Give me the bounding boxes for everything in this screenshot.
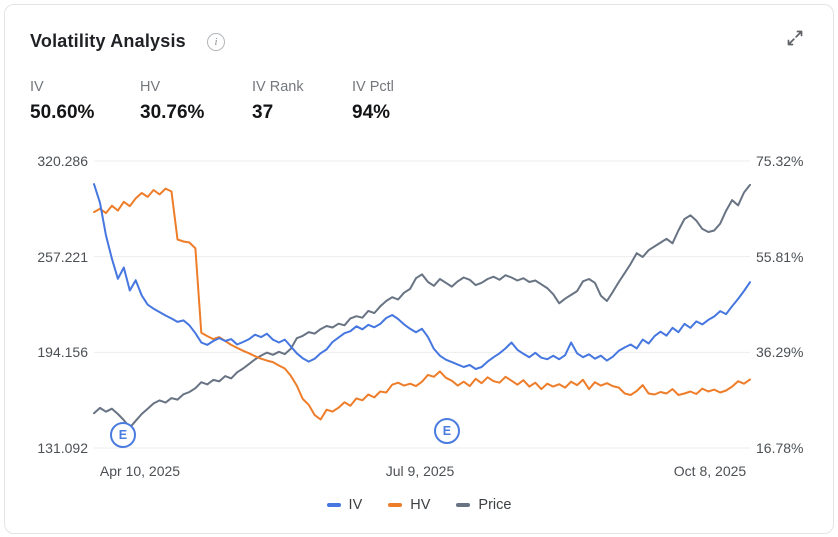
stat-value: 94% xyxy=(352,102,391,123)
left-axis-tick: 320.286 xyxy=(37,153,88,169)
legend-item-hv[interactable]: HV xyxy=(388,497,430,513)
stat-value: 30.76% xyxy=(140,102,205,123)
stat-label: HV xyxy=(140,79,161,95)
hv-line xyxy=(93,187,751,421)
chart-legend: IV HV Price xyxy=(0,497,838,513)
stat-value: 50.60% xyxy=(30,102,95,123)
x-axis-label: Jul 9, 2025 xyxy=(385,463,455,479)
legend-item-price[interactable]: Price xyxy=(456,497,511,513)
stat-hv: HV 30.76% xyxy=(140,79,252,124)
legend-label: Price xyxy=(478,497,512,513)
iv-swatch xyxy=(326,503,341,507)
price-line xyxy=(93,183,751,429)
stat-label: IV xyxy=(30,79,44,95)
stat-iv: IV 50.60% xyxy=(30,79,140,124)
hv-swatch xyxy=(388,503,403,507)
info-icon[interactable]: i xyxy=(207,33,225,51)
stat-iv-pctl: IV Pctl 94% xyxy=(352,79,394,124)
right-axis-tick: 36.29% xyxy=(756,344,804,360)
x-axis-label: Apr 10, 2025 xyxy=(99,463,181,479)
expand-icon[interactable] xyxy=(786,29,804,47)
left-axis-tick: 194.156 xyxy=(37,344,88,360)
stat-label: IV Pctl xyxy=(352,79,394,95)
price-swatch xyxy=(456,503,471,507)
iv-line xyxy=(93,183,751,370)
left-axis-tick: 131.092 xyxy=(37,440,88,456)
gridlines xyxy=(94,160,750,449)
legend-label: IV xyxy=(348,497,363,513)
legend-label: HV xyxy=(410,497,431,513)
left-axis-tick: 257.221 xyxy=(37,249,88,265)
stat-label: IV Rank xyxy=(252,79,304,95)
right-axis-tick: 75.32% xyxy=(756,153,804,169)
stat-iv-rank: IV Rank 37 xyxy=(252,79,352,124)
earnings-marker[interactable]: E xyxy=(109,421,136,448)
earnings-marker[interactable]: E xyxy=(433,417,460,444)
right-axis-tick: 55.81% xyxy=(756,249,804,265)
legend-item-iv[interactable]: IV xyxy=(326,497,363,513)
stat-value: 37 xyxy=(252,102,274,123)
x-axis-label: Oct 8, 2025 xyxy=(673,463,747,479)
right-axis-tick: 16.78% xyxy=(756,440,804,456)
page-title: Volatility Analysis xyxy=(30,31,186,51)
stats-row: IV 50.60% HV 30.76% IV Rank 37 IV Pctl 9… xyxy=(30,79,394,124)
